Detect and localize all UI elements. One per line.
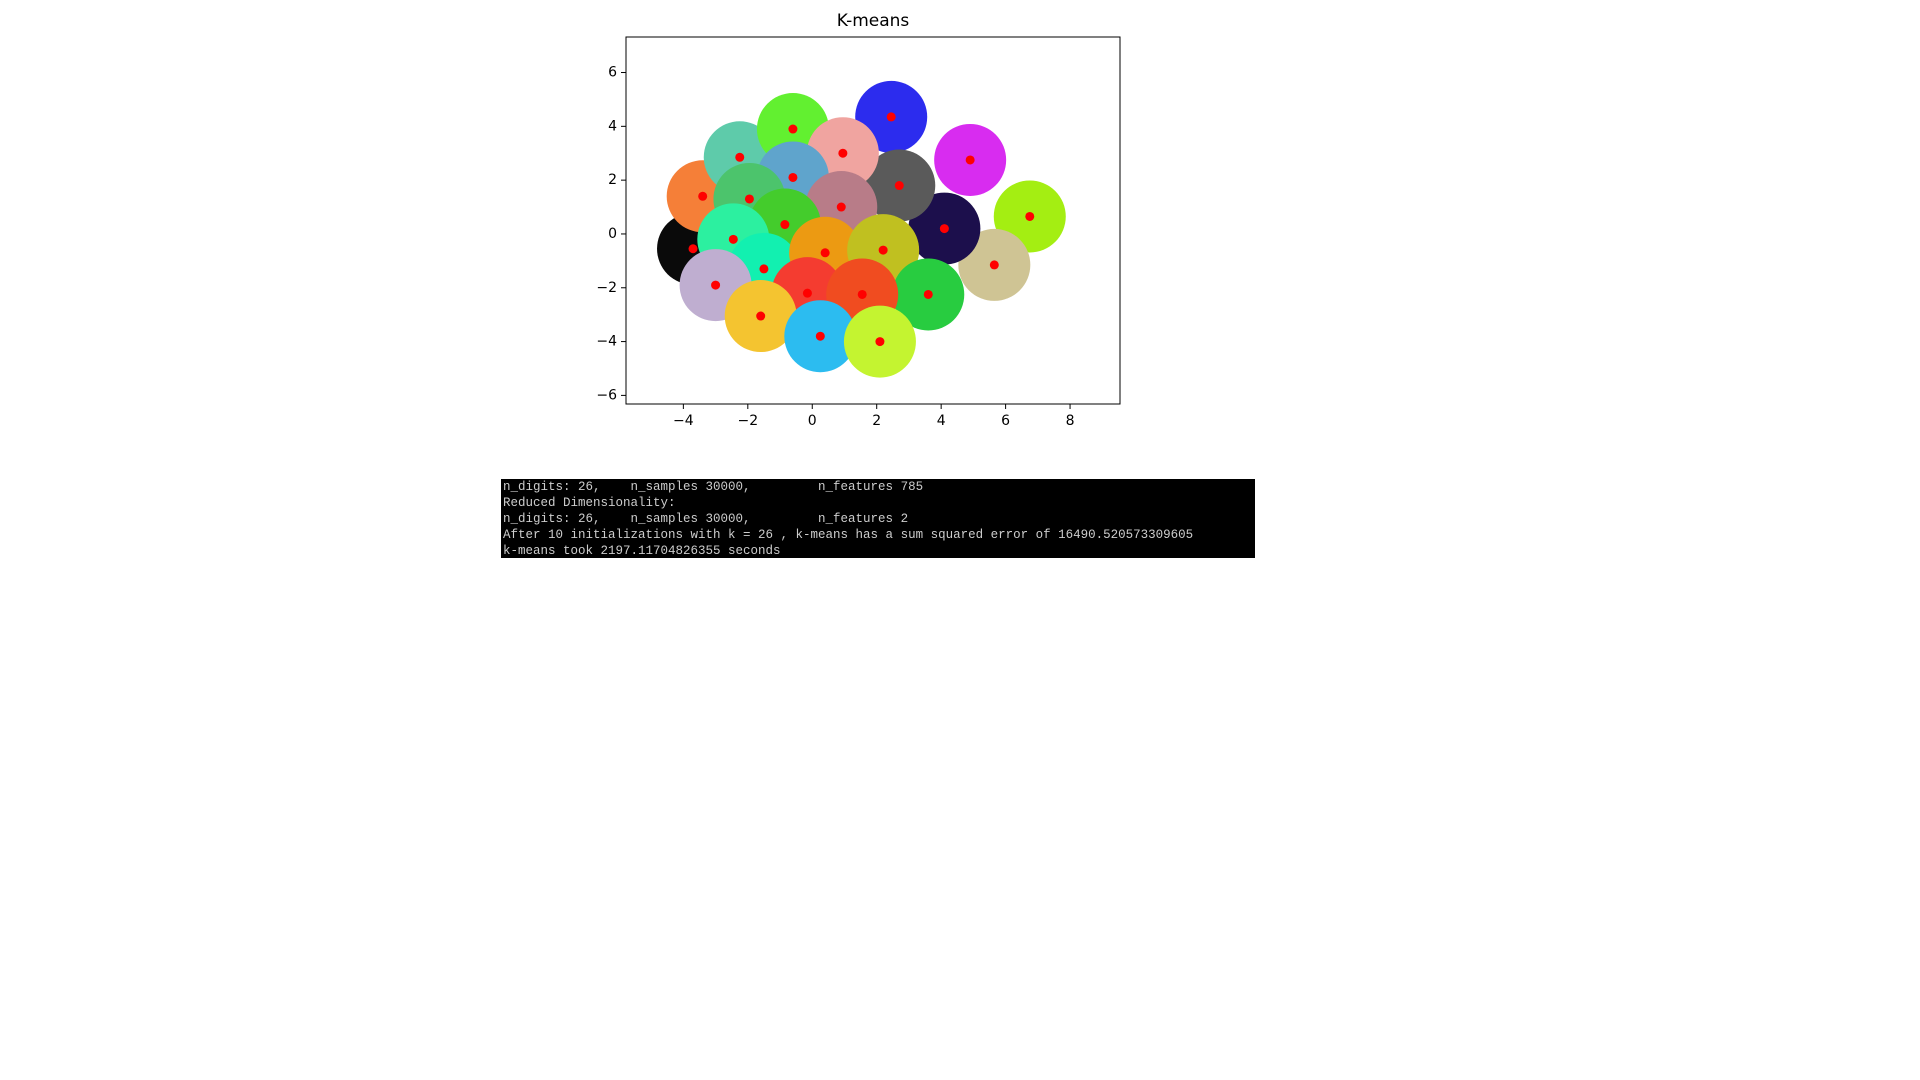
y-tick-label: −2 [596,280,617,296]
terminal: n_digits: 26, n_samples 30000, n_feature… [501,479,1255,558]
centroid [815,331,825,341]
centroid [735,152,745,162]
centroid [875,337,885,347]
x-tick-label: 2 [872,413,881,429]
x-tick-label: −2 [737,413,758,429]
x-tick-label: −4 [673,413,694,429]
chart: K-means −4 −2 0 2 4 6 8 −6 −4 −2 0 2 4 6 [596,11,1121,429]
centroid [989,260,999,270]
y-tick-label: 0 [608,226,617,242]
centroid [728,234,738,244]
centroid [838,148,848,158]
centroid [744,194,754,204]
centroid [857,289,867,299]
centroid [894,181,904,191]
chart-title: K-means [837,11,910,31]
centroid [939,224,949,234]
centroid [756,311,766,321]
y-tick-label: −4 [596,334,617,350]
y-tick-label: 2 [608,172,617,188]
centroid [759,264,769,274]
terminal-line: Reduced Dimensionality: [503,496,676,510]
centroid [788,172,798,182]
centroid [1025,211,1035,221]
centroid [923,289,933,299]
terminal-line: n_digits: 26, n_samples 30000, n_feature… [503,512,909,526]
plot-frame [625,36,1121,405]
terminal-line: After 10 initializations with k = 26 , k… [503,528,1194,542]
y-tick-label: 4 [608,118,617,134]
centroid [836,202,846,212]
centroid [820,248,830,258]
clusters [657,80,1066,378]
x-tick-label: 4 [937,413,946,429]
centroid [802,288,812,298]
centroid [698,191,708,201]
centroid [878,245,888,255]
centroid [688,244,698,254]
y-tick-label: −6 [596,387,617,403]
terminal-line: n_digits: 26, n_samples 30000, n_feature… [503,480,924,494]
x-tick-label: 0 [808,413,817,429]
centroid [711,280,721,290]
y-tick-label: 6 [608,65,617,81]
centroid [788,124,798,134]
centroid [886,112,896,122]
terminal-line: k-means took 2197.11704826355 seconds [503,544,781,558]
centroid [780,220,790,230]
x-tick-label: 6 [1001,413,1010,429]
x-tick-label: 8 [1066,413,1075,429]
centroid [965,155,975,165]
